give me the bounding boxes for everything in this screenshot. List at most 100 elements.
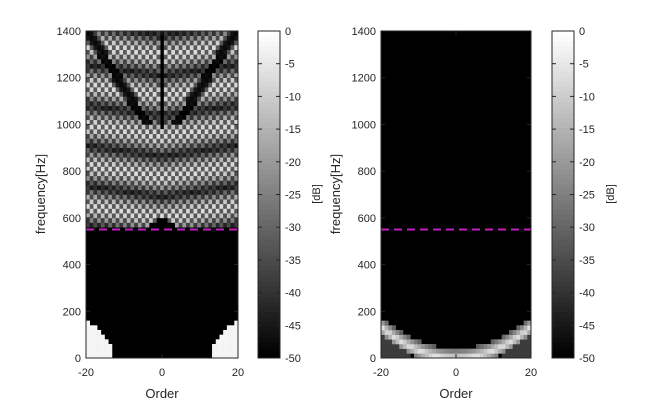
heat-cell — [119, 68, 124, 74]
heat-cell — [215, 73, 220, 79]
heat-cell — [230, 45, 235, 50]
heat-cell — [178, 203, 183, 209]
heat-cell — [171, 82, 176, 88]
heat-cell — [152, 203, 157, 209]
heat-cell — [111, 77, 116, 83]
heat-cell — [119, 105, 124, 111]
heat-cell — [137, 91, 142, 97]
heat-cell — [163, 49, 168, 55]
heat-cell — [160, 133, 165, 139]
heat-cell — [108, 152, 113, 158]
heat-cell — [123, 143, 128, 149]
heat-cell — [123, 175, 128, 181]
heat-cell — [208, 82, 213, 88]
colorbar-step — [258, 153, 280, 160]
heat-cell — [197, 143, 202, 149]
heat-cell — [200, 124, 205, 130]
heat-cell — [182, 73, 187, 79]
heat-cell — [208, 73, 213, 79]
heat-cell — [156, 138, 161, 144]
heat-cell — [93, 40, 98, 46]
heat-cell — [134, 54, 139, 60]
heat-cell — [167, 189, 172, 195]
heat-cell — [197, 110, 202, 116]
heat-cell — [137, 138, 142, 144]
heat-cell — [97, 143, 102, 149]
heat-cell — [212, 180, 217, 186]
heat-cell — [219, 353, 224, 359]
heat-cell — [516, 339, 521, 345]
heat-cell — [212, 77, 217, 83]
heat-cell — [104, 194, 109, 200]
heat-cell — [193, 143, 198, 149]
heat-cell — [204, 189, 209, 195]
colorbar-tick-label: 0 — [285, 26, 291, 38]
heat-cell — [391, 339, 396, 345]
heat-cell — [145, 161, 150, 167]
heat-cell — [97, 45, 102, 50]
heat-cell — [93, 119, 98, 125]
heat-cell — [156, 199, 161, 205]
heat-cell — [178, 101, 183, 107]
heat-cell — [86, 35, 91, 41]
heat-cell — [89, 152, 94, 158]
heat-cell — [417, 343, 422, 349]
heat-cell — [234, 105, 239, 111]
heat-cell — [167, 101, 172, 107]
heat-cell — [226, 91, 231, 97]
heat-cell — [160, 138, 165, 144]
heat-cell — [226, 161, 231, 167]
heat-cell — [149, 194, 154, 200]
heat-cell — [100, 166, 105, 172]
heat-cell — [212, 199, 217, 205]
heat-cell — [450, 353, 455, 359]
colorbar-step — [552, 347, 574, 354]
heat-cell — [156, 82, 161, 88]
heat-cell — [97, 208, 102, 214]
heat-cell — [178, 63, 183, 69]
heat-cell — [186, 157, 191, 163]
heat-cell — [163, 77, 168, 83]
heat-cell — [100, 87, 105, 93]
heat-cell — [119, 54, 124, 60]
heat-cell — [111, 133, 116, 139]
heat-cell — [178, 208, 183, 214]
heat-cell — [130, 152, 135, 158]
heat-cell — [100, 129, 105, 135]
heat-cell — [171, 189, 176, 195]
colorbar-step — [258, 148, 280, 155]
heat-cell — [167, 77, 172, 83]
heat-cell — [226, 59, 231, 64]
heat-cell — [200, 143, 205, 149]
heat-cell — [219, 91, 224, 97]
heat-cell — [204, 73, 209, 79]
heat-cell — [171, 147, 176, 153]
heat-cell — [234, 161, 239, 167]
heat-cell — [104, 129, 109, 135]
heat-cell — [215, 87, 220, 93]
heat-cell — [156, 208, 161, 214]
heat-cell — [149, 124, 154, 130]
heat-cell — [509, 353, 514, 359]
heat-cell — [182, 217, 187, 223]
heat-cell — [134, 222, 139, 228]
heat-cell — [234, 213, 239, 219]
heat-cell — [226, 194, 231, 200]
heat-cell — [152, 175, 157, 181]
heat-cell — [152, 96, 157, 102]
heat-cell — [111, 180, 116, 186]
heat-cell — [130, 213, 135, 219]
colorbar-step — [552, 51, 574, 58]
colorbar-step — [258, 199, 280, 206]
heat-cell — [89, 339, 94, 345]
heat-cell — [200, 166, 205, 172]
heat-cell — [115, 208, 120, 214]
heat-cell — [108, 115, 113, 121]
heat-cell — [215, 143, 220, 149]
heat-cell — [171, 171, 176, 177]
heat-cell — [134, 31, 139, 36]
heat-cell — [141, 129, 146, 135]
heat-cell — [476, 348, 481, 354]
heat-cell — [215, 147, 220, 153]
heat-cell — [119, 77, 124, 83]
